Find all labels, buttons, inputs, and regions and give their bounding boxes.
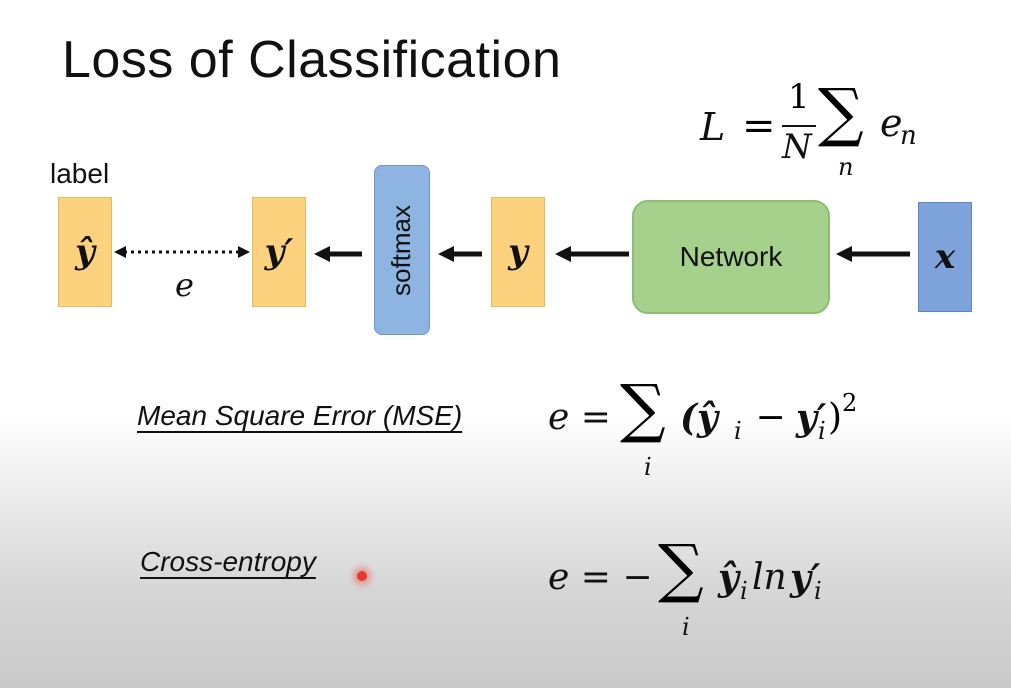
loss-term-sub: n — [900, 121, 917, 151]
y-box: y — [491, 197, 545, 307]
mse-formula: e = ∑ i (ŷ i − y′ i ) 2 — [548, 375, 868, 485]
mse-open-yhat: (ŷ — [680, 397, 718, 439]
ce-yhat: ŷ — [718, 557, 739, 599]
network-label: Network — [679, 241, 783, 272]
ce-sub-i2: i — [814, 577, 822, 605]
x-symbol: x — [934, 237, 956, 277]
loss-sum-sign: ∑ — [818, 76, 864, 150]
ce-yprime: y′ — [790, 557, 821, 599]
arrow-y-to-softmax — [438, 246, 482, 262]
loss-frac-bar — [782, 125, 816, 127]
y-symbol: y — [508, 232, 528, 272]
laser-pointer-dot — [357, 571, 367, 581]
loss-frac-den: N — [782, 127, 812, 167]
softmax-box: softmax — [374, 165, 430, 335]
error-dotted-arrow — [114, 246, 250, 258]
ce-sum-sub: i — [682, 613, 690, 641]
ce-ln: ln — [752, 557, 787, 598]
loss-frac-num: 1 — [788, 77, 810, 117]
loss-lhs: L — [700, 105, 726, 149]
mse-lhs: e = — [548, 397, 611, 438]
cross-entropy-label: Cross-entropy — [140, 546, 316, 577]
arrow-x-to-network — [836, 246, 910, 262]
error-label-e: e — [175, 266, 194, 304]
cross-entropy-formula: e = − ∑ i ŷ i ln y′ i — [548, 535, 848, 645]
arrow-network-to-y — [555, 246, 629, 262]
arrow-softmax-to-yprime — [314, 246, 362, 262]
loss-sum-sub: n — [838, 153, 854, 181]
mse-minus: − — [744, 397, 798, 438]
label-text: label — [50, 158, 110, 189]
ce-sub-i1: i — [740, 577, 748, 605]
y-prime-box: y′ — [252, 197, 306, 307]
mse-label: Mean Square Error (MSE) — [137, 400, 463, 431]
softmax-label: softmax — [386, 204, 417, 296]
loss-eq: = — [742, 103, 776, 149]
mse-sum-sign: ∑ — [620, 372, 666, 446]
mse-sub-i2: i — [818, 417, 826, 445]
loss-formula: L = 1 N ∑ n e n — [700, 75, 940, 185]
mse-yprime: y′ — [796, 397, 827, 439]
y-hat-box: ŷ — [58, 197, 112, 307]
loss-term: e — [880, 101, 903, 145]
x-box: x — [918, 202, 972, 312]
slide-title: Loss of Classification — [62, 31, 562, 89]
mse-close: ) — [828, 397, 843, 438]
mse-sum-sub: i — [644, 453, 652, 481]
y-prime-symbol: y′ — [264, 232, 294, 272]
y-hat-symbol: ŷ — [75, 232, 95, 272]
mse-sub-i1: i — [734, 417, 742, 445]
mse-power: 2 — [842, 389, 858, 417]
ce-lhs: e = − — [548, 557, 653, 598]
ce-sum-sign: ∑ — [658, 532, 704, 606]
network-box: Network — [632, 200, 830, 314]
